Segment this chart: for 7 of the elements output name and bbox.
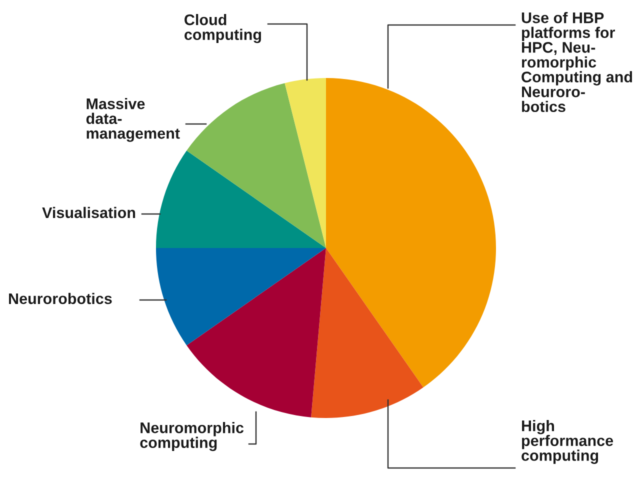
slice-label: Visualisation <box>42 206 136 218</box>
slice-label: Use of HBP platforms for HPC, Neu-romorphic Computing and Neuroro-botics <box>522 12 632 112</box>
slice-label: Neurorobotics <box>9 292 112 304</box>
slice-label: High performance computing <box>522 420 614 464</box>
slice-label: Cloud computing <box>184 14 261 44</box>
slice-label: Massive data-management <box>86 98 180 142</box>
slice-label: Neuromorphic computing <box>140 422 244 452</box>
